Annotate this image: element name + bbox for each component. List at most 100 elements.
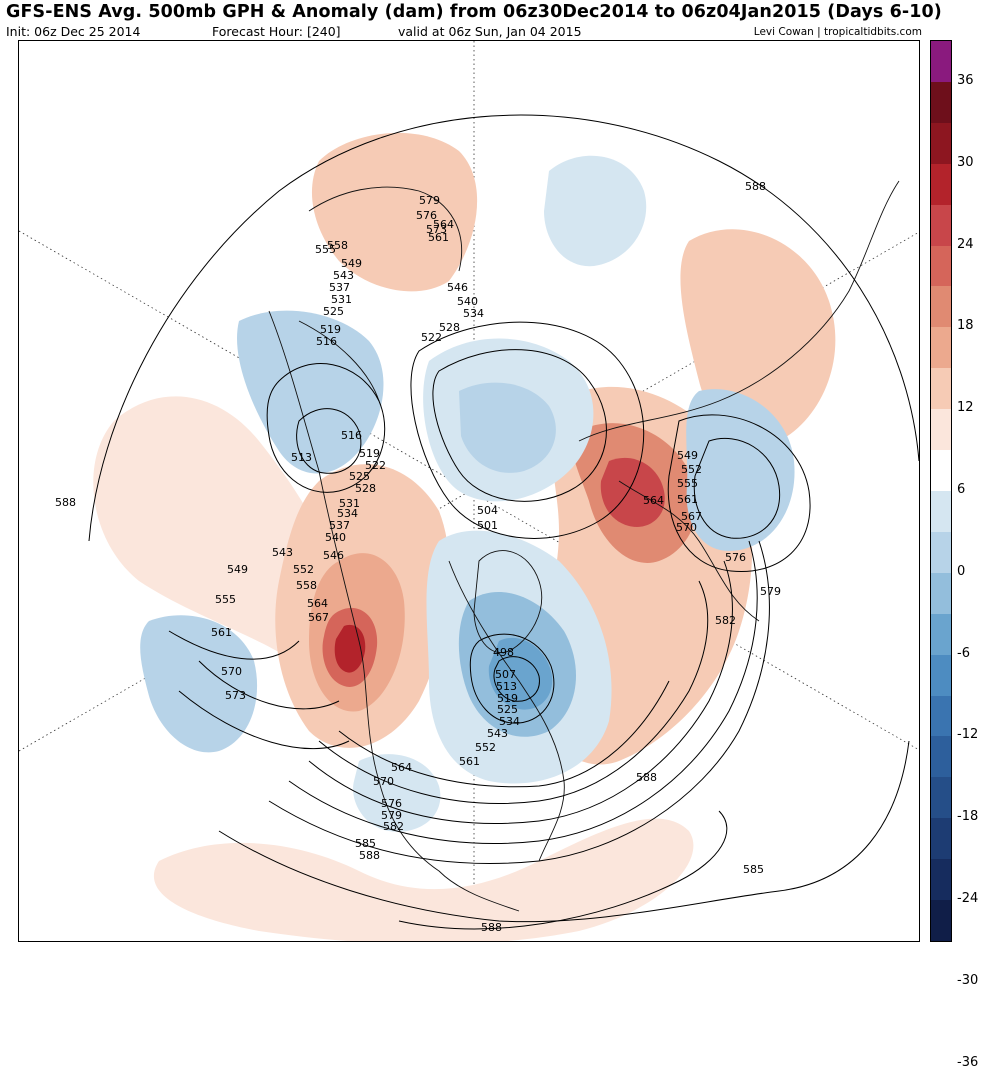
anomaly-colorbar [930, 40, 952, 942]
contour-label: 558 [296, 579, 317, 592]
colorbar-label: -6 [957, 645, 970, 661]
contour-label: 558 [327, 239, 348, 252]
contour-label: 516 [316, 335, 337, 348]
map-panel: 579 576 573 564 561 558 555 549 543 537 … [18, 40, 920, 942]
colorbar-label: -36 [957, 1054, 979, 1070]
contour-label: 579 [381, 809, 402, 822]
contour-label: 549 [227, 563, 248, 576]
colorbar-label: -24 [957, 891, 979, 907]
contour-polar-528 [410, 321, 645, 539]
contour-label: 588 [636, 771, 657, 784]
contour-label: 534 [499, 715, 520, 728]
contour-576 [308, 560, 733, 824]
colorbar-label: 12 [957, 400, 974, 416]
contour-label: 564 [643, 494, 664, 507]
valid-time: valid at 06z Sun, Jan 04 2015 [398, 24, 582, 39]
cold-anomaly-pacific-west [140, 615, 258, 753]
colorbar-label: 30 [957, 154, 974, 170]
contour-label: 582 [715, 614, 736, 627]
contour-label: 564 [307, 597, 328, 610]
contour-label: 555 [215, 593, 236, 606]
contour-570 [318, 580, 709, 804]
contour-label: 519 [359, 447, 380, 460]
colorbar-swatch [931, 122, 951, 165]
contour-588-outer [88, 114, 919, 542]
coast-asia-east [298, 320, 380, 402]
warm-anomaly-alaska [311, 132, 478, 292]
colorbar-swatch [931, 572, 951, 615]
contour-label: 588 [745, 180, 766, 193]
contour-label: 564 [391, 761, 412, 774]
map-title: GFS-ENS Avg. 500mb GPH & Anomaly (dam) f… [6, 2, 942, 22]
colorbar-swatch [931, 491, 951, 533]
colorbar-swatch [931, 818, 951, 860]
contour-label: 528 [355, 482, 376, 495]
contour-label: 570 [676, 521, 697, 534]
coast-alaska [308, 186, 463, 272]
contour-label: 564 [433, 218, 454, 231]
contour-label: 561 [459, 755, 480, 768]
contour-label: 585 [355, 837, 376, 850]
colorbar-swatch [931, 327, 951, 369]
contour-label: 588 [55, 496, 76, 509]
contour-label-group: 579 576 573 564 561 558 555 549 543 537 … [55, 180, 781, 934]
colorbar-swatch [931, 41, 951, 83]
contour-label: 552 [475, 741, 496, 754]
contour-label: 552 [681, 463, 702, 476]
contour-label: 531 [339, 497, 360, 510]
contour-label: 570 [221, 665, 242, 678]
contour-573 [178, 690, 350, 750]
contour-label: 570 [373, 775, 394, 788]
contour-555 [168, 630, 300, 660]
colorbar-swatch [931, 81, 951, 124]
contour-label: 576 [416, 209, 437, 222]
contour-585 [218, 740, 910, 923]
contour-label: 576 [725, 551, 746, 564]
coast-eurasia [578, 180, 900, 442]
contour-label: 525 [497, 703, 518, 716]
contour-label: 576 [381, 797, 402, 810]
contour-low-507 [469, 633, 555, 724]
cold-anomaly-polar-core [459, 382, 556, 473]
warm-anomaly-scandinavia-core [600, 457, 665, 527]
contour-label: 516 [341, 429, 362, 442]
colorbar-swatch [931, 286, 951, 328]
colorbar-swatch [931, 531, 951, 574]
coast-europe [618, 480, 760, 622]
contour-label: 561 [677, 493, 698, 506]
contour-label: 525 [323, 305, 344, 318]
contour-label: 522 [421, 331, 442, 344]
colorbar-label: 6 [957, 482, 966, 497]
credit: Levi Cowan | tropicaltidbits.com [753, 26, 922, 38]
colorbar-label: 36 [957, 72, 974, 88]
contour-label: 519 [497, 692, 518, 705]
cold-anomaly-siberia-east [237, 310, 384, 474]
colorbar-swatch [931, 859, 951, 901]
contour-label: 546 [323, 549, 344, 562]
colorbar-label: -30 [957, 972, 979, 988]
coast-north-america-east [448, 560, 565, 862]
colorbar-swatch [931, 900, 951, 942]
contour-label: 504 [477, 504, 498, 517]
contour-label: 555 [677, 477, 698, 490]
colorbar-label: -12 [957, 727, 979, 743]
colorbar-label: 0 [957, 563, 966, 579]
colorbar-swatch [931, 204, 951, 247]
colorbar-swatch [931, 695, 951, 737]
colorbar-label: -18 [957, 809, 979, 825]
contour-label: 537 [329, 519, 350, 532]
contour-label: 528 [439, 321, 460, 334]
contour-label: 513 [291, 451, 312, 464]
contour-label: 519 [320, 323, 341, 336]
colorbar-swatch [931, 654, 951, 697]
contour-label: 561 [211, 626, 232, 639]
contour-label: 537 [329, 281, 350, 294]
contour-label: 543 [487, 727, 508, 740]
contour-label: 540 [457, 295, 478, 308]
contour-label: 579 [760, 585, 781, 598]
contour-low-498 [493, 656, 540, 702]
contour-582 [268, 540, 770, 864]
contour-588-south [398, 810, 728, 930]
contour-label: 531 [331, 293, 352, 306]
forecast-hour: Forecast Hour: [240] [212, 24, 341, 39]
